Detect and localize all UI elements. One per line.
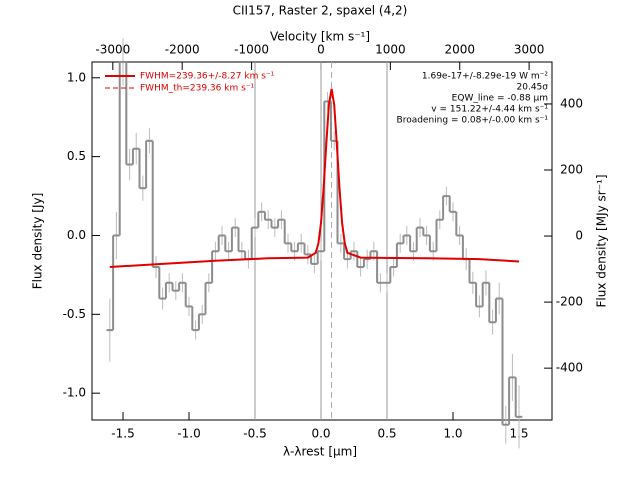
- legend-label: FWHM=239.36+/-8.27 km s⁻¹: [140, 72, 275, 82]
- fit-line: [307, 88, 361, 259]
- tick-label: 1.0: [443, 427, 462, 441]
- tick-label: -1000: [234, 43, 269, 57]
- annotation: EQW_line = -0.88 μm: [452, 94, 548, 104]
- tick-label: 0: [317, 43, 325, 57]
- annotation: v = 151.22+/-4.44 km s⁻¹: [431, 105, 548, 115]
- tick-label: 400: [560, 96, 583, 110]
- tick-label: 0.5: [67, 149, 86, 163]
- annotation: 20.45σ: [517, 83, 549, 93]
- tick-label: 200: [560, 162, 583, 176]
- tick-label: -1.5: [111, 427, 134, 441]
- tick-label: -2000: [165, 43, 200, 57]
- tick-label: -3000: [95, 43, 130, 57]
- x-axis-label: λ-λrest [μm]: [283, 445, 357, 459]
- annotation: 1.69e-17+/-8.29e-19 W m⁻²: [422, 72, 549, 82]
- y2-axis-label: Flux density [MJy sr⁻¹]: [595, 174, 609, 307]
- tick-label: 1.0: [67, 70, 86, 84]
- plot-frame: [91, 61, 553, 421]
- tick-label: 2000: [444, 43, 475, 57]
- tick-label: 0: [575, 229, 583, 243]
- tick-label: 0.5: [377, 427, 396, 441]
- chart-title: CII157, Raster 2, spaxel (4,2): [233, 4, 408, 18]
- tick-label: -0.5: [243, 427, 266, 441]
- tick-label: -0.5: [63, 307, 86, 321]
- annotation: Broadening = 0.08+/-0.00 km s⁻¹: [397, 116, 549, 126]
- tick-label: 0.0: [67, 228, 86, 242]
- tick-label: -200: [556, 295, 583, 309]
- tick-label: -1.0: [177, 427, 200, 441]
- tick-label: 3000: [514, 43, 545, 57]
- tick-label: -1.0: [63, 386, 86, 400]
- tick-label: -400: [556, 361, 583, 375]
- y-axis-label: Flux density [Jy]: [31, 193, 45, 290]
- legend-label: FWHM_th=239.36 km s⁻¹: [140, 84, 255, 94]
- tick-label: 0.0: [311, 427, 330, 441]
- x2-axis-label: Velocity [km s⁻¹]: [270, 30, 370, 44]
- tick-label: 1000: [375, 43, 406, 57]
